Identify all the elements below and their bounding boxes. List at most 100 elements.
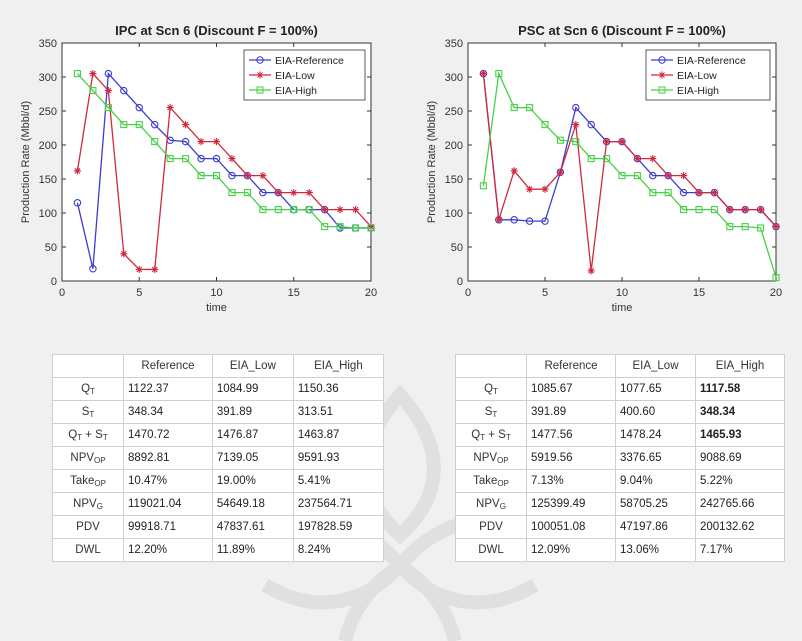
table-corner-cell xyxy=(52,354,124,378)
data-point xyxy=(305,189,313,197)
table-row: QT 1122.37 1084.99 1150.36 xyxy=(52,377,385,401)
data-point xyxy=(243,189,251,197)
data-point xyxy=(479,70,487,78)
legend-marker xyxy=(256,56,264,64)
data-point xyxy=(772,223,780,231)
table-cell: 8892.81 xyxy=(123,446,213,470)
data-point xyxy=(89,70,97,78)
table-cell: 54649.18 xyxy=(211,492,294,516)
data-point xyxy=(274,189,282,197)
data-point xyxy=(197,138,205,146)
data-point xyxy=(510,167,518,175)
table-row: ST 391.89 400.60 348.34 xyxy=(455,400,786,424)
table-row: QT + ST 1477.56 1478.24 1465.93 xyxy=(455,423,786,447)
data-point xyxy=(212,154,221,163)
data-point xyxy=(181,137,190,146)
data-point xyxy=(182,155,190,163)
data-point xyxy=(495,70,503,78)
data-point xyxy=(305,206,313,214)
x-tick-label: 10 xyxy=(210,287,222,299)
row-header: QT xyxy=(52,377,124,401)
x-axis-label: time xyxy=(206,302,227,314)
data-point xyxy=(120,86,128,95)
series-line-eia-low xyxy=(76,72,372,271)
table-row: TakeOP 7.13% 9.04% 5.22% xyxy=(455,469,786,493)
data-point xyxy=(351,206,360,214)
data-point xyxy=(772,274,780,282)
table-cell: 47197.86 xyxy=(614,515,696,539)
data-point xyxy=(541,217,549,225)
data-point xyxy=(757,206,765,214)
y-tick-label: 250 xyxy=(445,106,463,118)
table-cell: 7139.05 xyxy=(211,446,294,470)
ipc-results-table: Reference EIA_Low EIA_High QT 1122.37 1084… xyxy=(52,354,385,562)
table-cell: 348.34 xyxy=(694,400,786,424)
data-point xyxy=(197,154,205,163)
legend-label: EIA-Low xyxy=(275,70,315,82)
x-tick-label: 20 xyxy=(365,287,377,299)
table-cell: 47837.61 xyxy=(211,515,294,539)
data-point xyxy=(741,206,749,214)
table-row: NPVG 125399.49 58705.25 242765.66 xyxy=(455,492,786,516)
table-cell: 9.04% xyxy=(614,469,696,493)
table-cell: 1150.36 xyxy=(292,377,385,401)
data-point xyxy=(572,103,580,112)
legend-label: EIA-High xyxy=(677,85,719,97)
row-header: TakeOP xyxy=(52,469,124,493)
row-header: DWL xyxy=(455,538,527,562)
table-row: NPVOP 8892.81 7139.05 9591.93 xyxy=(52,446,385,470)
data-point xyxy=(197,172,205,180)
table-row: DWL 12.20% 11.89% 8.24% xyxy=(52,538,385,562)
column-header: Reference xyxy=(123,354,213,378)
data-point xyxy=(556,168,564,176)
row-header: DWL xyxy=(52,538,124,562)
y-tick-label: 50 xyxy=(451,242,463,254)
y-tick-label: 200 xyxy=(445,140,463,152)
table-cell: 11.89% xyxy=(211,538,294,562)
x-axis-label: time xyxy=(612,302,633,314)
table-row: NPVOP 5919.56 3376.65 9088.69 xyxy=(455,446,786,470)
y-tick-label: 50 xyxy=(45,242,57,254)
table-cell: 10.47% xyxy=(123,469,213,493)
data-point xyxy=(212,138,221,146)
table-row: PDV 100051.08 47197.86 200132.62 xyxy=(455,515,786,539)
data-point xyxy=(321,206,329,214)
row-header: PDV xyxy=(455,515,527,539)
data-point xyxy=(556,136,564,144)
data-point xyxy=(259,206,267,214)
data-point xyxy=(351,224,360,232)
data-point xyxy=(212,172,221,180)
table-corner-cell xyxy=(455,354,527,378)
table-cell: 1476.87 xyxy=(211,423,294,447)
table-cell: 197828.59 xyxy=(292,515,385,539)
table-cell: 1478.24 xyxy=(614,423,696,447)
legend-marker xyxy=(256,86,264,94)
table-cell: 119021.04 xyxy=(123,492,213,516)
data-point xyxy=(680,206,688,214)
chart-title: PSC at Scn 6 (Discount F = 100%) xyxy=(518,23,726,38)
table-cell: 1117.58 xyxy=(694,377,786,401)
column-header: EIA_Low xyxy=(614,354,696,378)
x-tick-label: 5 xyxy=(136,287,142,299)
table-cell: 237564.71 xyxy=(292,492,385,516)
data-point xyxy=(572,138,580,146)
table-cell: 13.06% xyxy=(614,538,696,562)
y-tick-label: 0 xyxy=(457,276,463,288)
row-header: PDV xyxy=(52,515,124,539)
table-cell: 19.00% xyxy=(211,469,294,493)
data-point xyxy=(367,224,375,232)
data-point xyxy=(541,185,549,193)
data-point xyxy=(120,121,128,129)
data-point xyxy=(526,104,534,112)
table-header-row: Reference EIA_Low EIA_High xyxy=(455,354,786,378)
data-point xyxy=(664,172,672,180)
table-cell: 391.89 xyxy=(211,400,294,424)
y-tick-label: 300 xyxy=(39,72,57,84)
legend-label: EIA-High xyxy=(275,85,317,97)
row-header: NPVG xyxy=(52,492,124,516)
data-point xyxy=(710,189,718,197)
table-cell: 58705.25 xyxy=(614,492,696,516)
data-point xyxy=(679,188,688,197)
data-point xyxy=(510,104,518,112)
data-point xyxy=(572,121,580,129)
